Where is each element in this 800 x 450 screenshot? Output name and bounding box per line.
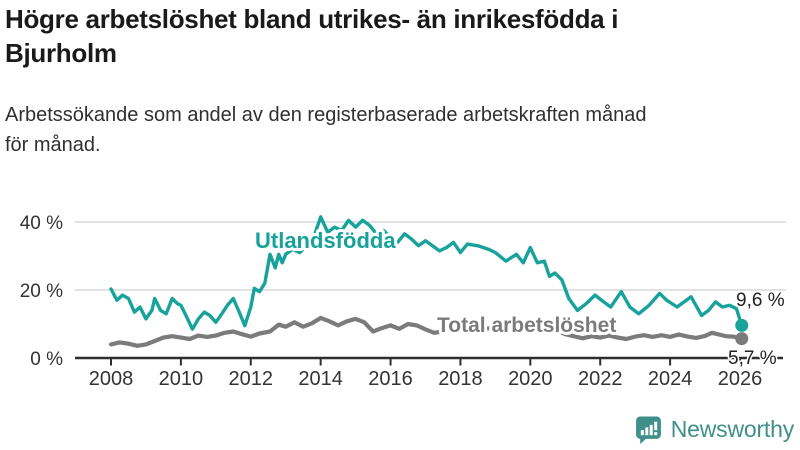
series-label: Utlandsfödda	[255, 228, 396, 253]
series-label: Total arbetslöshet	[437, 314, 616, 337]
chart-subtitle: Arbetssökande som andel av den registerb…	[5, 104, 647, 156]
end-value-label: 9,6 %	[736, 290, 785, 311]
x-axis-tick-label: 2018	[438, 368, 483, 390]
y-axis-tick-label: 40 %	[20, 213, 63, 234]
x-axis-tick-label: 2010	[159, 368, 204, 390]
series-line-total	[108, 315, 744, 348]
y-axis-tick-label: 20 %	[20, 281, 63, 302]
x-axis-tick-label: 2014	[298, 368, 343, 390]
x-axis-tick-label: 2016	[368, 368, 413, 390]
x-axis-tick-label: 2022	[578, 368, 623, 390]
series-line-utlandsfodda	[109, 215, 744, 331]
series-end-dot	[735, 318, 749, 332]
x-axis-tick-label: 2020	[508, 368, 553, 390]
x-axis-tick-label: 2024	[648, 368, 693, 390]
newsworthy-logo: Newsworthy	[634, 415, 794, 444]
x-axis-tick-label: 2012	[229, 368, 274, 390]
bar-chart-speech-bubble-icon	[635, 416, 661, 444]
x-axis-tick-label: 2026	[718, 368, 763, 390]
brand-name: Newsworthy	[670, 416, 794, 442]
x-axis-tick-label: 2008	[89, 368, 134, 390]
y-axis-tick-label: 0 %	[30, 349, 63, 370]
chart-title: Högre arbetslöshet bland utrikes- än inr…	[5, 4, 619, 68]
chart-header: Högre arbetslöshet bland utrikes- än inr…	[5, 2, 797, 70]
series-end-dot	[735, 332, 749, 346]
end-value-label: 5,7 %	[728, 348, 777, 369]
